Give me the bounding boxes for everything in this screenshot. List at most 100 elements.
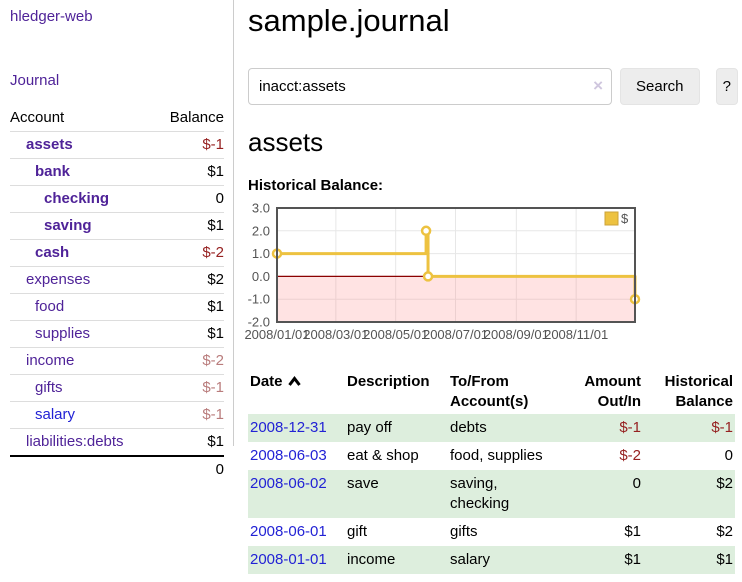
transaction-balance: $1 xyxy=(716,551,733,568)
search-button[interactable]: Search xyxy=(620,68,700,105)
account-balance: $2 xyxy=(154,266,224,294)
account-balance: $-1 xyxy=(154,131,224,159)
account-balance: $1 xyxy=(154,320,224,348)
svg-text:0.0: 0.0 xyxy=(252,269,270,284)
account-row: saving $1 xyxy=(10,212,224,240)
account-row: assets $-1 xyxy=(10,131,224,159)
account-link[interactable]: salary xyxy=(35,406,76,423)
accounts-col-account: Account xyxy=(10,105,155,132)
register-row: 2008-12-31 pay off debts $-1 $-1 xyxy=(248,414,735,442)
account-link[interactable]: liabilities:debts xyxy=(26,433,124,450)
account-balance: $-2 xyxy=(154,347,224,375)
register-row: 2008-06-01 gift gifts $1 $2 xyxy=(248,518,735,546)
sort-ascending-icon xyxy=(287,376,301,386)
transaction-amount: $-2 xyxy=(619,447,641,464)
app-brand-link[interactable]: hledger-web xyxy=(10,8,93,25)
transaction-balance: $2 xyxy=(716,475,733,492)
accounts-table: Account Balance assets $-1 bank $1 checking 0… xyxy=(10,105,224,483)
account-link[interactable]: income xyxy=(26,352,75,369)
transaction-accounts: salary xyxy=(450,551,491,568)
account-row: liabilities:debts $1 xyxy=(10,429,224,457)
page-title: sample.journal xyxy=(248,3,450,38)
svg-text:2008/07/01: 2008/07/01 xyxy=(423,327,488,342)
transaction-date-link[interactable]: 2008-06-03 xyxy=(250,447,327,464)
search-input[interactable] xyxy=(248,68,612,105)
transaction-date-link[interactable]: 2008-01-01 xyxy=(250,551,327,568)
account-balance: $1 xyxy=(154,212,224,240)
chart-title: Historical Balance: xyxy=(248,177,384,194)
transaction-accounts: gifts xyxy=(450,523,478,540)
transaction-amount: 0 xyxy=(632,475,641,492)
account-link[interactable]: cash xyxy=(35,244,70,261)
account-balance: $1 xyxy=(154,293,224,321)
register-col-description: Description xyxy=(347,373,430,390)
transaction-accounts: debts xyxy=(450,419,487,436)
account-row: cash $-2 xyxy=(10,239,224,267)
help-button[interactable]: ? xyxy=(715,68,738,105)
transaction-balance: 0 xyxy=(724,447,733,464)
transaction-amount: $-1 xyxy=(619,419,641,436)
account-link[interactable]: food xyxy=(35,298,65,315)
account-row: bank $1 xyxy=(10,158,224,186)
transaction-date-link[interactable]: 2008-06-02 xyxy=(250,475,327,492)
account-row: salary $-1 xyxy=(10,401,224,429)
accounts-header-row: Account Balance xyxy=(10,105,224,132)
sidebar-item-journal[interactable]: Journal xyxy=(10,72,60,89)
clear-search-icon[interactable]: × xyxy=(593,76,603,95)
register-col-date-label: Date xyxy=(250,373,283,390)
svg-text:2.0: 2.0 xyxy=(252,223,270,238)
account-balance: $1 xyxy=(154,158,224,186)
account-balance: $-1 xyxy=(154,374,224,402)
account-row: income $-2 xyxy=(10,347,224,375)
svg-text:1.0: 1.0 xyxy=(252,246,270,261)
transaction-amount: $1 xyxy=(624,523,641,540)
svg-text:3.0: 3.0 xyxy=(252,201,270,216)
transaction-date-link[interactable]: 2008-12-31 xyxy=(250,419,327,436)
account-link[interactable]: expenses xyxy=(26,271,91,288)
accounts-total-value: 0 xyxy=(154,455,224,483)
svg-text:2008/01/01: 2008/01/01 xyxy=(244,327,309,342)
account-row: supplies $1 xyxy=(10,320,224,348)
transaction-description: pay off xyxy=(347,419,392,436)
register-row: 2008-06-02 save saving, checking 0 $2 xyxy=(248,470,735,518)
account-row: food $1 xyxy=(10,293,224,321)
chart-canvas: 3.0 2.0 1.0 0.0 -1.0 -2.02008/01/012008/03/01… xyxy=(244,201,641,342)
transaction-balance: $-1 xyxy=(711,419,733,436)
transaction-amount: $1 xyxy=(624,551,641,568)
transaction-description: save xyxy=(347,475,379,492)
account-balance: 0 xyxy=(154,185,224,213)
svg-text:-1.0: -1.0 xyxy=(248,292,270,307)
account-row: gifts $-1 xyxy=(10,374,224,402)
account-row: checking 0 xyxy=(10,185,224,213)
register-col-date[interactable]: Date xyxy=(248,370,345,414)
transaction-description: gift xyxy=(347,523,368,540)
account-link[interactable]: assets xyxy=(26,136,73,153)
account-balance: $-1 xyxy=(154,401,224,429)
register-row: 2008-06-03 eat & shop food, supplies $-2 0 xyxy=(248,442,735,470)
register-col-accounts: To/From Account(s) xyxy=(450,373,529,410)
svg-text:2008/05/01: 2008/05/01 xyxy=(363,327,428,342)
accounts-col-balance: Balance xyxy=(154,105,224,132)
historical-balance-chart: 3.0 2.0 1.0 0.0 -1.0 -2.0 2008/01/01 2008/03/01… xyxy=(236,201,738,348)
svg-text:2008/09/01: 2008/09/01 xyxy=(484,327,549,342)
account-link[interactable]: checking xyxy=(44,190,110,207)
register-row: 2008-01-01 income salary $1 $1 xyxy=(248,546,735,574)
register-header-row: Date Description To/From Account(s) Amou… xyxy=(248,370,735,414)
svg-text:2008/03/01: 2008/03/01 xyxy=(303,327,368,342)
accounts-total-spacer xyxy=(10,455,155,483)
transaction-accounts: food, supplies xyxy=(450,447,543,464)
transaction-date-link[interactable]: 2008-06-01 xyxy=(250,523,327,540)
svg-text:2008/11/01: 2008/11/01 xyxy=(544,327,608,342)
svg-text:-2.0: -2.0 xyxy=(248,315,270,330)
account-link[interactable]: supplies xyxy=(35,325,91,342)
transaction-balance: $2 xyxy=(716,523,733,540)
transaction-accounts: saving, checking xyxy=(450,475,510,512)
register-col-amount: Amount Out/In xyxy=(584,373,641,410)
account-link[interactable]: saving xyxy=(44,217,92,234)
main-content: sample.journal × Search ? assets Histori… xyxy=(244,0,738,574)
account-link[interactable]: bank xyxy=(35,163,71,180)
svg-text:$: $ xyxy=(621,211,629,226)
account-heading: assets xyxy=(248,127,324,157)
account-row: expenses $2 xyxy=(10,266,224,294)
account-link[interactable]: gifts xyxy=(35,379,63,396)
